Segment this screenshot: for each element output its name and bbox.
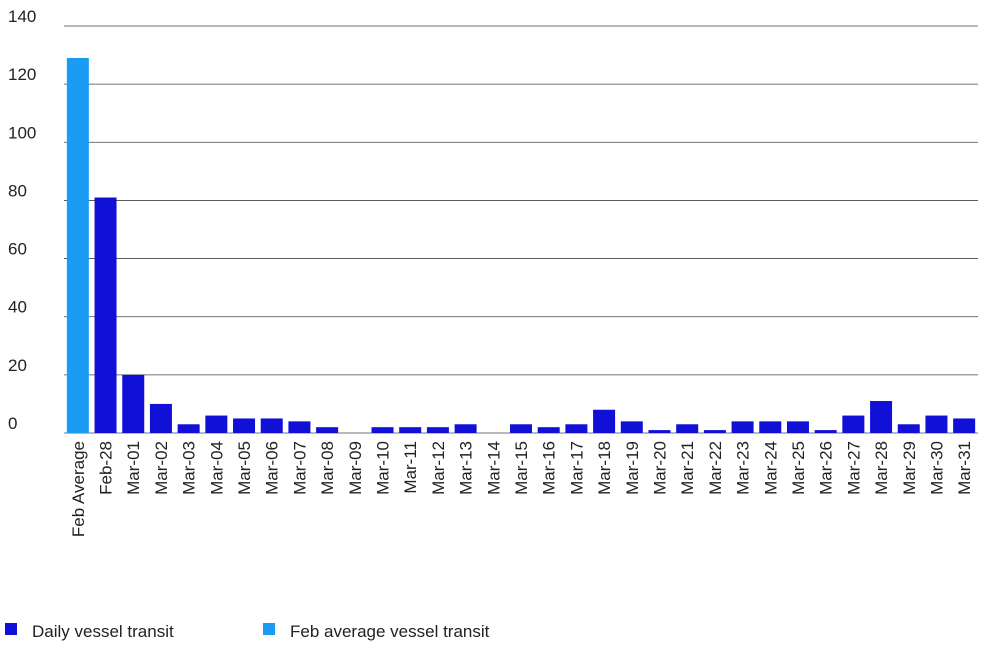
bar (537, 427, 560, 433)
legend-label: Daily vessel transit (32, 622, 174, 641)
legend-label: Feb average vessel transit (290, 622, 490, 641)
bar (177, 424, 200, 433)
x-tick-label: Mar-30 (927, 441, 946, 495)
x-tick-label: Mar-02 (152, 441, 171, 495)
x-tick-label: Mar-08 (318, 441, 337, 495)
x-tick-label: Mar-01 (124, 441, 143, 495)
x-tick-label: Mar-04 (207, 441, 226, 495)
x-tick-label: Mar-06 (263, 441, 282, 495)
y-tick-label: 120 (8, 65, 36, 84)
bar (731, 421, 754, 433)
y-tick-label: 0 (8, 414, 17, 433)
x-tick-label: Mar-20 (650, 441, 669, 495)
bar (814, 430, 837, 433)
y-tick-label: 140 (8, 7, 36, 26)
x-tick-label: Mar-25 (789, 441, 808, 495)
bar (593, 409, 616, 433)
bar (233, 418, 256, 433)
x-tick-label: Mar-24 (761, 441, 780, 495)
bar (260, 418, 283, 433)
legend-swatch (5, 623, 17, 635)
bar (786, 421, 809, 433)
x-tick-label: Mar-07 (290, 441, 309, 495)
bar (565, 424, 588, 433)
x-tick-label: Mar-03 (180, 441, 199, 495)
bar (703, 430, 726, 433)
x-tick-label: Mar-10 (374, 441, 393, 495)
x-tick-label: Feb Average (69, 441, 88, 537)
bar (620, 421, 643, 433)
bar (426, 427, 449, 433)
x-tick-label: Mar-17 (567, 441, 586, 495)
bar (122, 374, 145, 433)
y-tick-label: 60 (8, 240, 27, 259)
bar (288, 421, 311, 433)
y-tick-label: 80 (8, 181, 27, 200)
x-tick-label: Mar-13 (457, 441, 476, 495)
bar (648, 430, 671, 433)
x-tick-label: Mar-22 (706, 441, 725, 495)
x-tick-label: Mar-15 (512, 441, 531, 495)
x-tick-label: Mar-09 (346, 441, 365, 495)
bar (510, 424, 532, 433)
bar (94, 197, 117, 433)
x-tick-label: Mar-05 (235, 441, 254, 495)
x-tick-label: Mar-29 (900, 441, 919, 495)
bar (66, 57, 89, 433)
x-tick-label: Feb-28 (97, 441, 116, 495)
x-tick-label: Mar-16 (540, 441, 559, 495)
bar (870, 401, 893, 433)
y-tick-label: 40 (8, 298, 27, 317)
x-tick-label: Mar-26 (817, 441, 836, 495)
bar (205, 415, 228, 433)
x-tick-label: Mar-27 (844, 441, 863, 495)
x-tick-label: Mar-12 (429, 441, 448, 495)
x-tick-label: Mar-14 (484, 441, 503, 495)
x-tick-label: Mar-21 (678, 441, 697, 495)
x-tick-label: Mar-28 (872, 441, 891, 495)
bar (371, 427, 394, 433)
x-tick-label: Mar-18 (595, 441, 614, 495)
bar (149, 403, 172, 433)
y-tick-label: 20 (8, 356, 27, 375)
x-tick-label: Mar-11 (401, 441, 420, 494)
bar (842, 415, 865, 433)
x-tick-label: Mar-31 (955, 441, 974, 495)
bar (454, 424, 477, 433)
bar (316, 427, 339, 433)
bar (759, 421, 782, 433)
y-tick-label: 100 (8, 123, 36, 142)
bar (897, 424, 920, 433)
legend-swatch (263, 623, 275, 635)
bar (953, 418, 976, 433)
x-tick-label: Mar-23 (734, 441, 753, 495)
bar (676, 424, 699, 433)
bar (399, 427, 422, 433)
x-tick-label: Mar-19 (623, 441, 642, 495)
bar (925, 415, 948, 433)
